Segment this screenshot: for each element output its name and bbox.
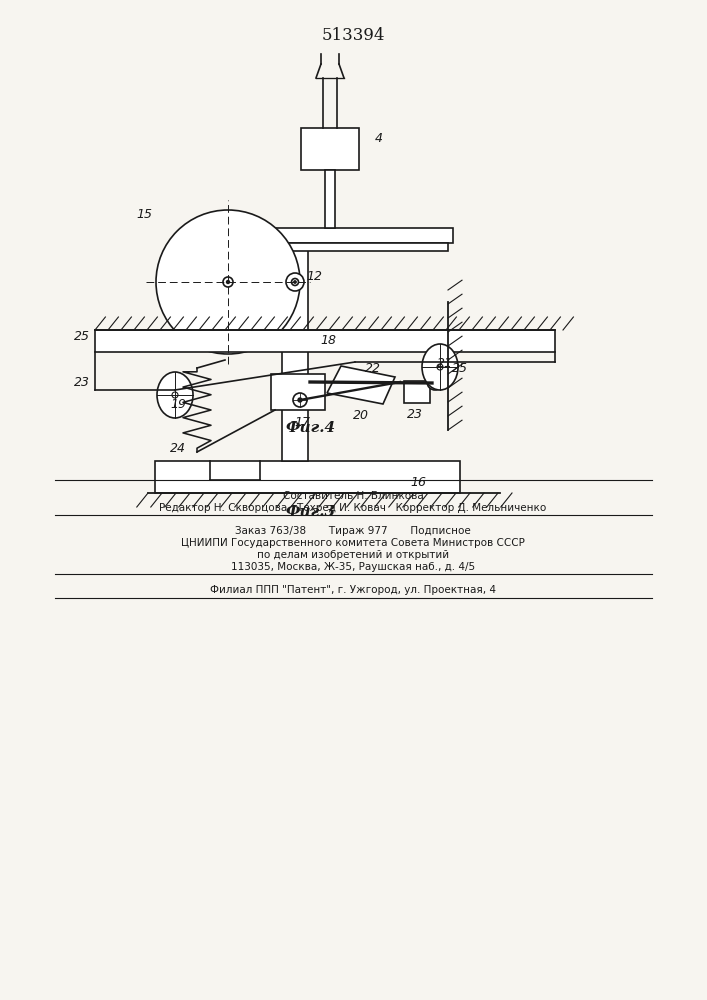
Bar — [282, 240, 308, 461]
Bar — [155, 461, 460, 493]
Text: Фиг.4: Фиг.4 — [285, 421, 335, 435]
Ellipse shape — [422, 344, 458, 390]
Bar — [325, 170, 335, 228]
Text: 20: 20 — [353, 409, 369, 422]
Circle shape — [223, 277, 233, 287]
Circle shape — [291, 278, 298, 286]
Text: 17: 17 — [294, 416, 310, 429]
Text: ЦНИИПИ Государственного комитета Совета Министров СССР: ЦНИИПИ Государственного комитета Совета … — [181, 538, 525, 548]
Text: 25: 25 — [74, 330, 90, 342]
Text: 16: 16 — [410, 476, 426, 488]
Text: 22: 22 — [365, 362, 381, 375]
Text: 25: 25 — [452, 361, 468, 374]
Text: 19: 19 — [170, 398, 186, 412]
Ellipse shape — [157, 372, 193, 418]
Bar — [263, 243, 448, 251]
Text: по делам изобретений и открытий: по делам изобретений и открытий — [257, 550, 449, 560]
Text: 23: 23 — [74, 375, 90, 388]
Circle shape — [293, 393, 307, 407]
Circle shape — [437, 364, 443, 370]
Circle shape — [286, 273, 304, 291]
Circle shape — [427, 374, 443, 390]
Bar — [301, 128, 359, 170]
Text: Редактор Н. Скворцова   Техред И. Ковач   Корректор Д. Мельниченко: Редактор Н. Скворцова Техред И. Ковач Ко… — [159, 503, 547, 513]
Bar — [271, 374, 325, 410]
Text: Заказ 763/38       Тираж 977       Подписное: Заказ 763/38 Тираж 977 Подписное — [235, 526, 471, 536]
Text: 12: 12 — [306, 270, 322, 283]
Text: 113035, Москва, Ж-35, Раушская наб., д. 4/5: 113035, Москва, Ж-35, Раушская наб., д. … — [231, 562, 475, 572]
Text: 24: 24 — [170, 442, 186, 454]
Text: 21: 21 — [437, 357, 453, 370]
Bar — [404, 381, 430, 403]
Text: 23: 23 — [407, 408, 423, 421]
Circle shape — [172, 392, 178, 398]
Text: 18: 18 — [320, 334, 336, 347]
Text: 513394: 513394 — [321, 26, 385, 43]
Text: 4: 4 — [375, 131, 383, 144]
Text: Филиал ППП "Патент", г. Ужгород, ул. Проектная, 4: Филиал ППП "Патент", г. Ужгород, ул. Про… — [210, 585, 496, 595]
Circle shape — [226, 280, 230, 284]
Circle shape — [432, 379, 438, 385]
Text: Фиг.3: Фиг.3 — [285, 505, 335, 519]
Polygon shape — [327, 366, 395, 404]
Text: 15: 15 — [136, 208, 152, 221]
Bar — [95, 330, 555, 352]
Bar — [258, 228, 453, 243]
Circle shape — [298, 398, 302, 402]
Circle shape — [156, 210, 300, 354]
Text: Составитель Н. Блинкова: Составитель Н. Блинкова — [283, 491, 423, 501]
Circle shape — [294, 281, 296, 283]
